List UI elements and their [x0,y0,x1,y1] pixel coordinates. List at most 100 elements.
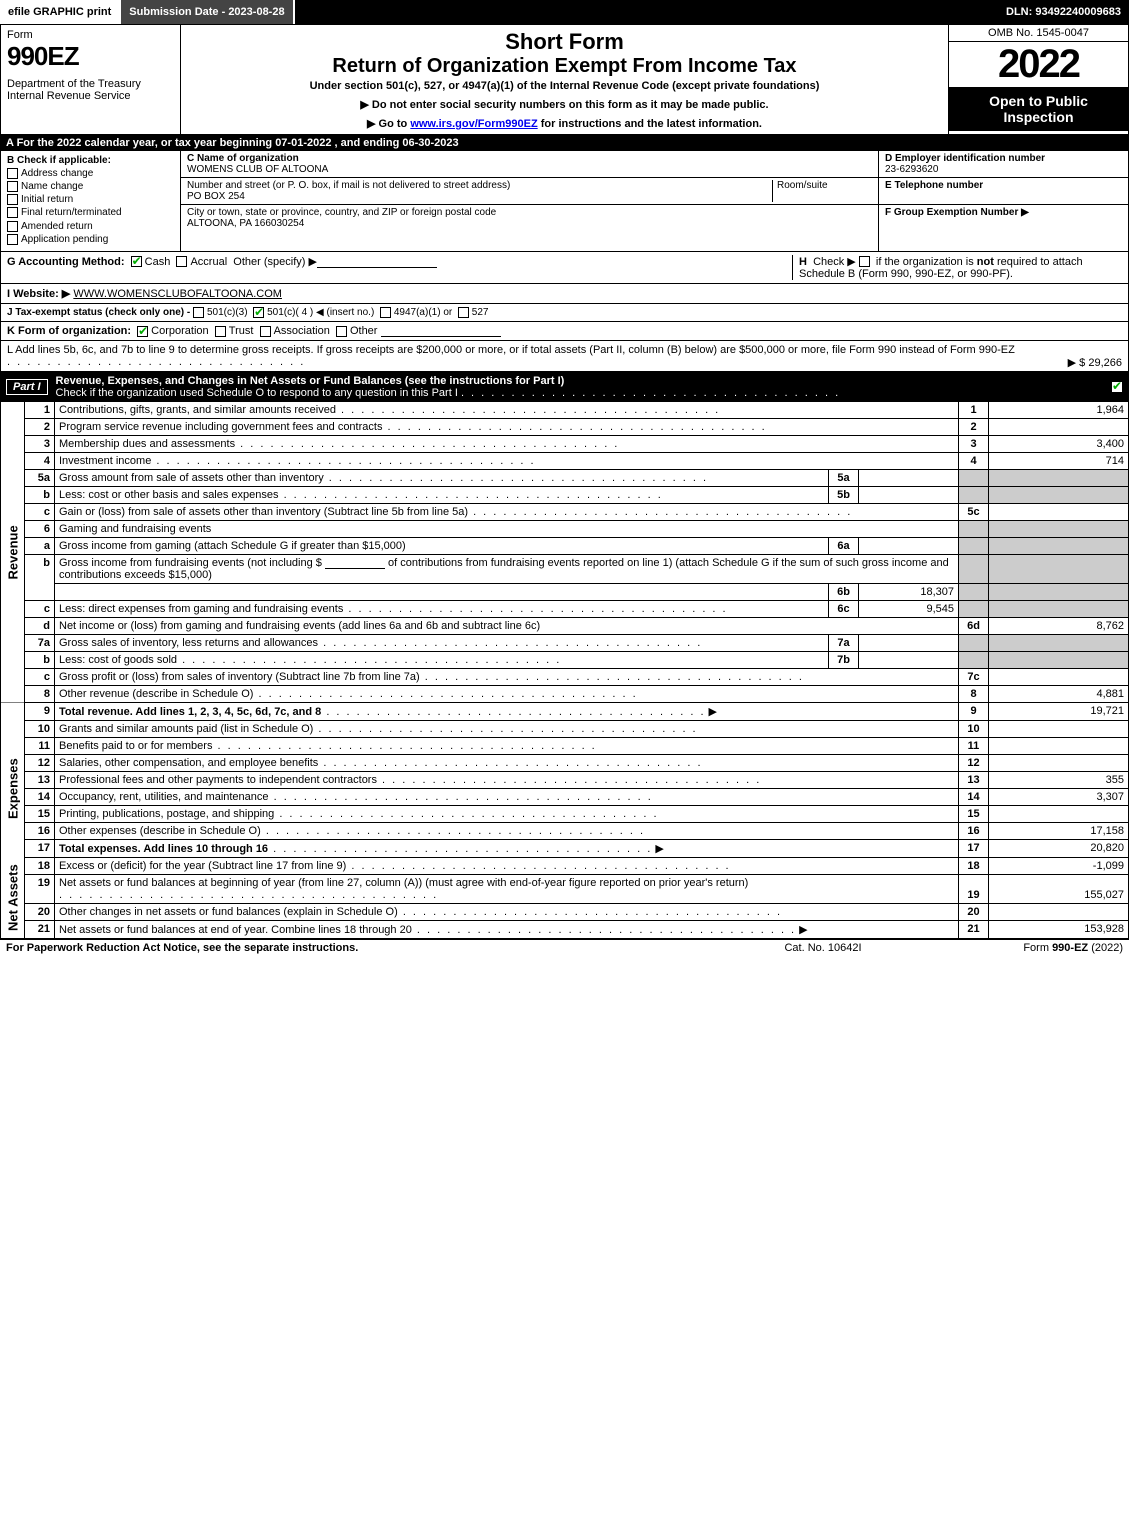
val-6a [859,537,959,554]
l-text: L Add lines 5b, 6c, and 7b to line 9 to … [7,344,1015,356]
row-gh: G Accounting Method: Cash Accrual Other … [0,252,1129,284]
chk-amended-return[interactable]: Amended return [7,221,174,232]
val-4: 714 [989,452,1129,469]
revenue-label: Revenue [1,402,25,703]
val-20 [989,903,1129,920]
chk-501c[interactable] [253,307,264,318]
paperwork-notice: For Paperwork Reduction Act Notice, see … [6,942,723,954]
page-footer: For Paperwork Reduction Act Notice, see … [0,939,1129,956]
c-street-label: Number and street (or P. O. box, if mail… [187,180,510,191]
chk-application-pending[interactable]: Application pending [7,234,174,245]
cat-no: Cat. No. 10642I [723,942,923,954]
val-9: 19,721 [989,702,1129,720]
chk-501c3[interactable] [193,307,204,318]
chk-h[interactable] [859,256,870,267]
title-return: Return of Organization Exempt From Incom… [187,55,942,78]
c-room-label: Room/suite [777,180,828,191]
org-city: ALTOONA, PA 166030254 [187,218,304,229]
c-city-label: City or town, state or province, country… [187,207,496,218]
chk-name-change[interactable]: Name change [7,181,174,192]
section-bcdef: B Check if applicable: Address change Na… [0,151,1129,252]
chk-initial-return[interactable]: Initial return [7,194,174,205]
val-19: 155,027 [989,874,1129,903]
instr-ssn: ▶ Do not enter social security numbers o… [187,98,942,111]
form-ref: Form 990-EZ (2022) [923,942,1123,954]
chk-final-return[interactable]: Final return/terminated [7,207,174,218]
chk-527[interactable] [458,307,469,318]
chk-other-org[interactable] [336,326,347,337]
val-13: 355 [989,771,1129,788]
val-1: 1,964 [989,402,1129,419]
chk-accrual[interactable] [176,256,187,267]
irs-link[interactable]: www.irs.gov/Form990EZ [410,118,537,130]
efile-label[interactable]: efile GRAPHIC print [0,0,121,24]
val-11 [989,737,1129,754]
net-assets-label: Net Assets [1,857,25,938]
submission-date: Submission Date - 2023-08-28 [121,0,294,24]
h-text: H Check ▶ if the organization is not req… [799,256,1083,280]
val-6b: 18,307 [859,583,959,600]
form-number: 990EZ [7,41,174,72]
row-j: J Tax-exempt status (check only one) - 5… [0,304,1129,322]
i-label: I Website: ▶ [7,288,70,300]
part-i-header: Part I Revenue, Expenses, and Changes in… [0,372,1129,402]
chk-corporation[interactable] [137,326,148,337]
val-6c: 9,545 [859,600,959,617]
part-i-tag: Part I [6,379,48,395]
val-5b [859,486,959,503]
val-5a [859,469,959,486]
val-5c [989,503,1129,520]
col-b: B Check if applicable: Address change Na… [1,151,181,251]
col-c: C Name of organization WOMENS CLUB OF AL… [181,151,878,251]
chk-4947[interactable] [380,307,391,318]
row-a-tax-year: A For the 2022 calendar year, or tax yea… [0,135,1129,151]
val-21: 153,928 [989,920,1129,938]
g-label: G Accounting Method: [7,256,125,268]
val-7b [859,651,959,668]
row-k: K Form of organization: Corporation Trus… [0,322,1129,341]
col-def: D Employer identification number 23-6293… [878,151,1128,251]
omb-number: OMB No. 1545-0047 [949,25,1128,42]
title-short-form: Short Form [187,29,942,55]
website[interactable]: WWW.WOMENSCLUBOFALTOONA.COM [73,288,282,300]
c-name-label: C Name of organization [187,153,299,164]
tax-year: 2022 [949,42,1128,87]
dept-label: Department of the Treasury Internal Reve… [7,78,174,102]
j-label: J Tax-exempt status (check only one) - [7,307,193,318]
org-street: PO BOX 254 [187,191,245,202]
chk-trust[interactable] [215,326,226,337]
b-header: B Check if applicable: [7,155,174,166]
open-to-public: Open to Public Inspection [949,87,1128,131]
d-ein-label: D Employer identification number [885,153,1045,164]
val-8: 4,881 [989,685,1129,702]
val-12 [989,754,1129,771]
val-14: 3,307 [989,788,1129,805]
val-17: 20,820 [989,839,1129,857]
subtitle: Under section 501(c), 527, or 4947(a)(1)… [187,80,942,92]
form-label: Form [7,29,174,41]
chk-address-change[interactable]: Address change [7,168,174,179]
l-value: ▶ $ 29,266 [1068,356,1122,369]
lines-table: Revenue 1 Contributions, gifts, grants, … [0,402,1129,939]
e-tel-label: E Telephone number [885,180,983,191]
other-specify-input[interactable] [317,256,437,268]
top-bar: efile GRAPHIC print Submission Date - 20… [0,0,1129,24]
val-7a [859,634,959,651]
instr-link: ▶ Go to www.irs.gov/Form990EZ for instru… [187,117,942,130]
org-name: WOMENS CLUB OF ALTOONA [187,164,328,175]
row-i: I Website: ▶ WWW.WOMENSCLUBOFALTOONA.COM [0,284,1129,304]
val-18: -1,099 [989,857,1129,874]
6b-amount-input[interactable] [325,557,385,569]
val-6d: 8,762 [989,617,1129,634]
other-org-input[interactable] [381,325,501,337]
part-i-title: Revenue, Expenses, and Changes in Net As… [56,375,1111,399]
chk-association[interactable] [260,326,271,337]
chk-schedule-o[interactable] [1111,381,1123,393]
chk-cash[interactable] [131,256,142,267]
val-3: 3,400 [989,435,1129,452]
form-header: Form 990EZ Department of the Treasury In… [0,24,1129,135]
row-l: L Add lines 5b, 6c, and 7b to line 9 to … [0,341,1129,372]
val-7c [989,668,1129,685]
val-15 [989,805,1129,822]
expenses-label: Expenses [1,720,25,857]
